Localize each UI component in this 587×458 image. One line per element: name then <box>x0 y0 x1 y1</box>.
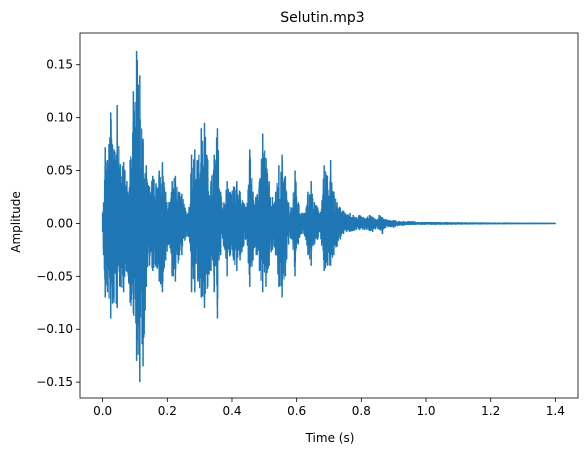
x-tick-label-6: 1.2 <box>481 404 500 418</box>
plot-area <box>101 50 557 383</box>
axes: 0.0 0.2 0.4 0.6 0.8 1.0 1.2 1.4 −0.15 −0.10 −0.05 0… <box>36 32 579 418</box>
y-axis-label: Amplitude <box>9 191 23 253</box>
x-tick-label-2: 0.4 <box>222 404 241 418</box>
x-tick-label-1: 0.2 <box>158 404 177 418</box>
series-0-line <box>102 59 556 370</box>
y-tick-label-6: 0.15 <box>46 58 73 72</box>
y-tick-label-4: 0.05 <box>46 164 73 178</box>
y-tick-label-3: 0.00 <box>46 216 73 230</box>
x-tick-label-0: 0.0 <box>93 404 112 418</box>
y-tick-label-2: −0.05 <box>36 269 73 283</box>
x-tick-label-7: 1.4 <box>546 404 565 418</box>
x-tick-label-5: 1.0 <box>416 404 435 418</box>
x-tick-label-3: 0.6 <box>287 404 306 418</box>
y-tick-label-0: −0.15 <box>36 375 73 389</box>
y-tick-label-1: −0.10 <box>36 322 73 336</box>
x-axis-label: Time (s) <box>305 431 355 445</box>
axes-frame <box>79 32 579 399</box>
chart-title: Selutin.mp3 <box>280 10 364 26</box>
y-tick-label-5: 0.10 <box>46 111 73 125</box>
x-tick-label-4: 0.8 <box>352 404 371 418</box>
